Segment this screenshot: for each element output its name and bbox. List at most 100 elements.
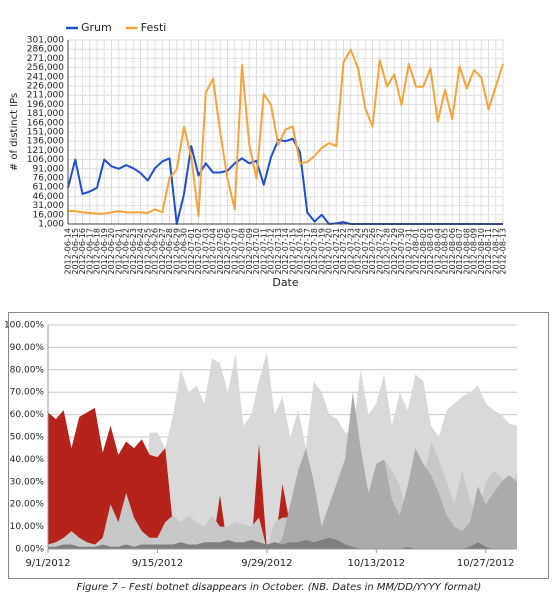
- y-tick-label: 10.00%: [10, 522, 45, 532]
- area: [48, 392, 517, 549]
- x-tick-label: 2012-08-13: [499, 228, 508, 275]
- x-tick-label: 2012-07-29: [390, 228, 399, 275]
- x-tick-label: 2012-07-03: [201, 228, 210, 275]
- x-tick-label: 2012-07-06: [223, 228, 232, 275]
- x-tick-label: 2012-06-27: [158, 228, 167, 275]
- y-tick-label: 211,000: [27, 91, 64, 101]
- x-tick-label: 2012-08-08: [462, 228, 471, 275]
- x-tick-label: 2012-08-06: [448, 228, 457, 275]
- x-tick-label: 2012-07-15: [288, 228, 297, 275]
- x-tick-label: 9/1/2012: [26, 558, 71, 569]
- y-tick-label: 151,000: [27, 128, 64, 138]
- x-tick-label: 2012-07-22: [339, 228, 348, 275]
- x-tick-label: 2012-07-08: [238, 228, 247, 275]
- x-tick-label: 2012-07-11: [259, 228, 268, 275]
- y-tick-label: 100.00%: [4, 321, 44, 331]
- x-tick-label: 2012-08-10: [477, 228, 486, 275]
- x-tick-label: 2012-07-17: [303, 228, 312, 275]
- y-tick-label: 196,000: [27, 100, 64, 110]
- y-tick-label: 30.00%: [10, 477, 45, 487]
- x-tick-label: 2012-08-04: [433, 228, 442, 275]
- y-tick-label: 106,000: [27, 155, 64, 165]
- x-tick-label: 2012-07-28: [383, 228, 392, 275]
- y-tick-label: 301,000: [27, 36, 64, 46]
- x-tick-label: 2012-07-25: [361, 228, 370, 275]
- area: [48, 407, 517, 549]
- x-tick-label: 2012-07-31: [404, 228, 413, 275]
- x-tick-label: 2012-08-09: [470, 228, 479, 275]
- x-tick-label: 2012-06-24: [136, 228, 145, 275]
- x-tick-label: 2012-06-19: [100, 228, 109, 275]
- y-tick-label: 91,000: [33, 164, 65, 174]
- x-tick-label: 2012-08-02: [419, 228, 428, 275]
- y-tick-label: 0.00%: [15, 545, 44, 555]
- x-tick-label: 2012-06-23: [129, 228, 138, 275]
- y-tick-label: 121,000: [27, 146, 64, 156]
- y-axis-title: # of distinct IPs: [9, 93, 20, 171]
- x-tick-label: 2012-06-29: [172, 228, 181, 275]
- y-tick-label: 46,000: [33, 192, 65, 202]
- x-tick-label: 10/27/2012: [457, 558, 515, 569]
- x-tick-label: 2012-08-05: [441, 228, 450, 275]
- y-tick-label: 181,000: [27, 109, 64, 119]
- x-tick-label: 2012-08-01: [412, 228, 421, 275]
- x-tick-label: 2012-07-02: [194, 228, 203, 275]
- area: [48, 537, 517, 549]
- x-tick-label: 10/13/2012: [347, 558, 405, 569]
- x-tick-label: 2012-06-22: [122, 228, 131, 275]
- caption: Figure 7 – Festi botnet disappears in Oc…: [77, 582, 482, 593]
- x-tick-label: 2012-07-07: [230, 228, 239, 275]
- x-tick-label: 2012-07-12: [267, 228, 276, 275]
- x-tick-label: 2012-07-16: [296, 228, 305, 275]
- x-tick-label: 2012-06-17: [85, 228, 94, 275]
- y-tick-label: 80.00%: [10, 365, 45, 375]
- y-tick-label: 20.00%: [10, 500, 45, 510]
- x-tick-label: 2012-06-14: [64, 228, 73, 275]
- x-tick-label: 2012-08-11: [484, 228, 493, 275]
- x-tick-label: 2012-07-27: [375, 228, 384, 275]
- x-tick-label: 2012-07-30: [397, 228, 406, 275]
- x-tick-label: 9/29/2012: [241, 558, 292, 569]
- chart: 0.00% 10.00% 20.00% 30.00% 40.00% 50.00% 60.00…: [4, 321, 517, 569]
- x-tick-label: 2012-06-28: [165, 228, 174, 275]
- x-tick-label: 2012-06-20: [107, 228, 116, 275]
- x-tick-label: 2012-06-30: [180, 228, 189, 275]
- x-tick-label: 2012-07-24: [354, 228, 363, 275]
- y-tick-label: 271,000: [27, 54, 64, 64]
- y-tick-label: 60.00%: [10, 410, 45, 420]
- x-tick-label: 2012-07-09: [245, 228, 254, 275]
- y-tick-label: 70.00%: [10, 388, 45, 398]
- y-tick-label: 90.00%: [10, 343, 45, 353]
- y-tick-label: 1,000: [38, 220, 64, 230]
- y-tick-label: 40.00%: [10, 455, 45, 465]
- x-tick-label: 2012-07-21: [332, 228, 341, 275]
- legend-label: Festi: [141, 21, 167, 34]
- y-tick-label: 286,000: [27, 45, 64, 55]
- y-tick-label: 16,000: [33, 210, 65, 220]
- x-axis-title: Date: [272, 276, 299, 289]
- x-tick-label: 2012-06-16: [78, 228, 87, 275]
- x-tick-label: 9/15/2012: [132, 558, 183, 569]
- x-tick-label: 2012-07-14: [281, 228, 290, 275]
- x-tick-label: 2012-07-20: [325, 228, 334, 275]
- y-tick-label: 136,000: [27, 137, 64, 147]
- x-tick-label: 2012-08-07: [455, 228, 464, 275]
- y-tick-label: 50.00%: [10, 433, 45, 443]
- x-tick-label: 2012-06-21: [114, 228, 123, 275]
- x-tick-label: 2012-08-12: [491, 228, 500, 275]
- x-tick-label: 2012-07-23: [346, 228, 355, 275]
- x-tick-label: 2012-06-15: [71, 228, 80, 275]
- x-tick-label: 2012-06-26: [151, 228, 160, 275]
- y-tick-label: 61,000: [33, 183, 65, 193]
- x-tick-label: 2012-07-13: [274, 228, 283, 275]
- y-tick-label: 226,000: [27, 82, 64, 92]
- x-tick-label: 2012-07-04: [209, 228, 218, 275]
- legend-label: Grum: [81, 21, 112, 34]
- x-tick-label: 2012-08-03: [426, 228, 435, 275]
- x-tick-label: 2012-07-10: [252, 228, 261, 275]
- y-tick-label: 76,000: [33, 174, 65, 184]
- x-tick-label: 2012-07-18: [310, 228, 319, 275]
- chart: 1,00016,00031,00046,00061,00076,00091,00…: [9, 21, 508, 289]
